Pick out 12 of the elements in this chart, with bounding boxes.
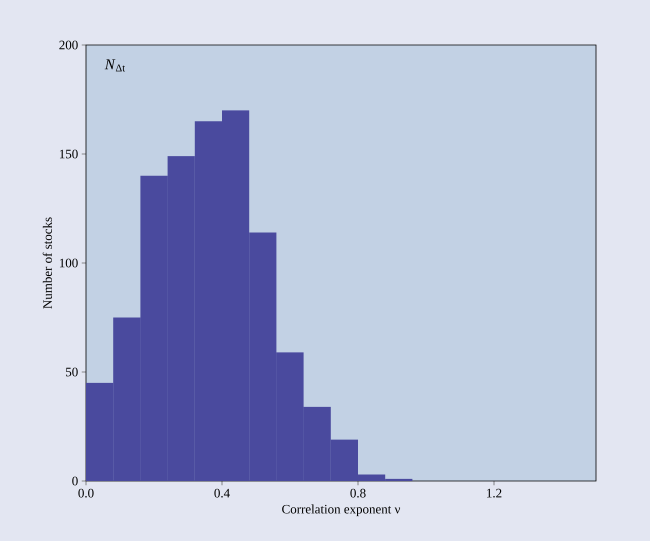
annotation: N$_{Δt}$ (104, 59, 126, 72)
x-tick-label: 0.0 (78, 488, 94, 498)
x-tick-label: 0.4 (214, 488, 230, 498)
y-tick-label: 150 (60, 150, 78, 158)
x-axis-title: Correlation exponent ν (282, 504, 400, 516)
y-tick-label: 100 (60, 258, 78, 268)
y-tick-label: 200 (59, 40, 78, 50)
y-tick-label: 50 (66, 368, 78, 376)
y-tick-label: 0 (72, 476, 78, 486)
x-tick-label: 1.2 (487, 488, 502, 498)
y-axis-title: Number of stocks (42, 217, 52, 309)
x-tick-label: 0.8 (350, 488, 366, 498)
